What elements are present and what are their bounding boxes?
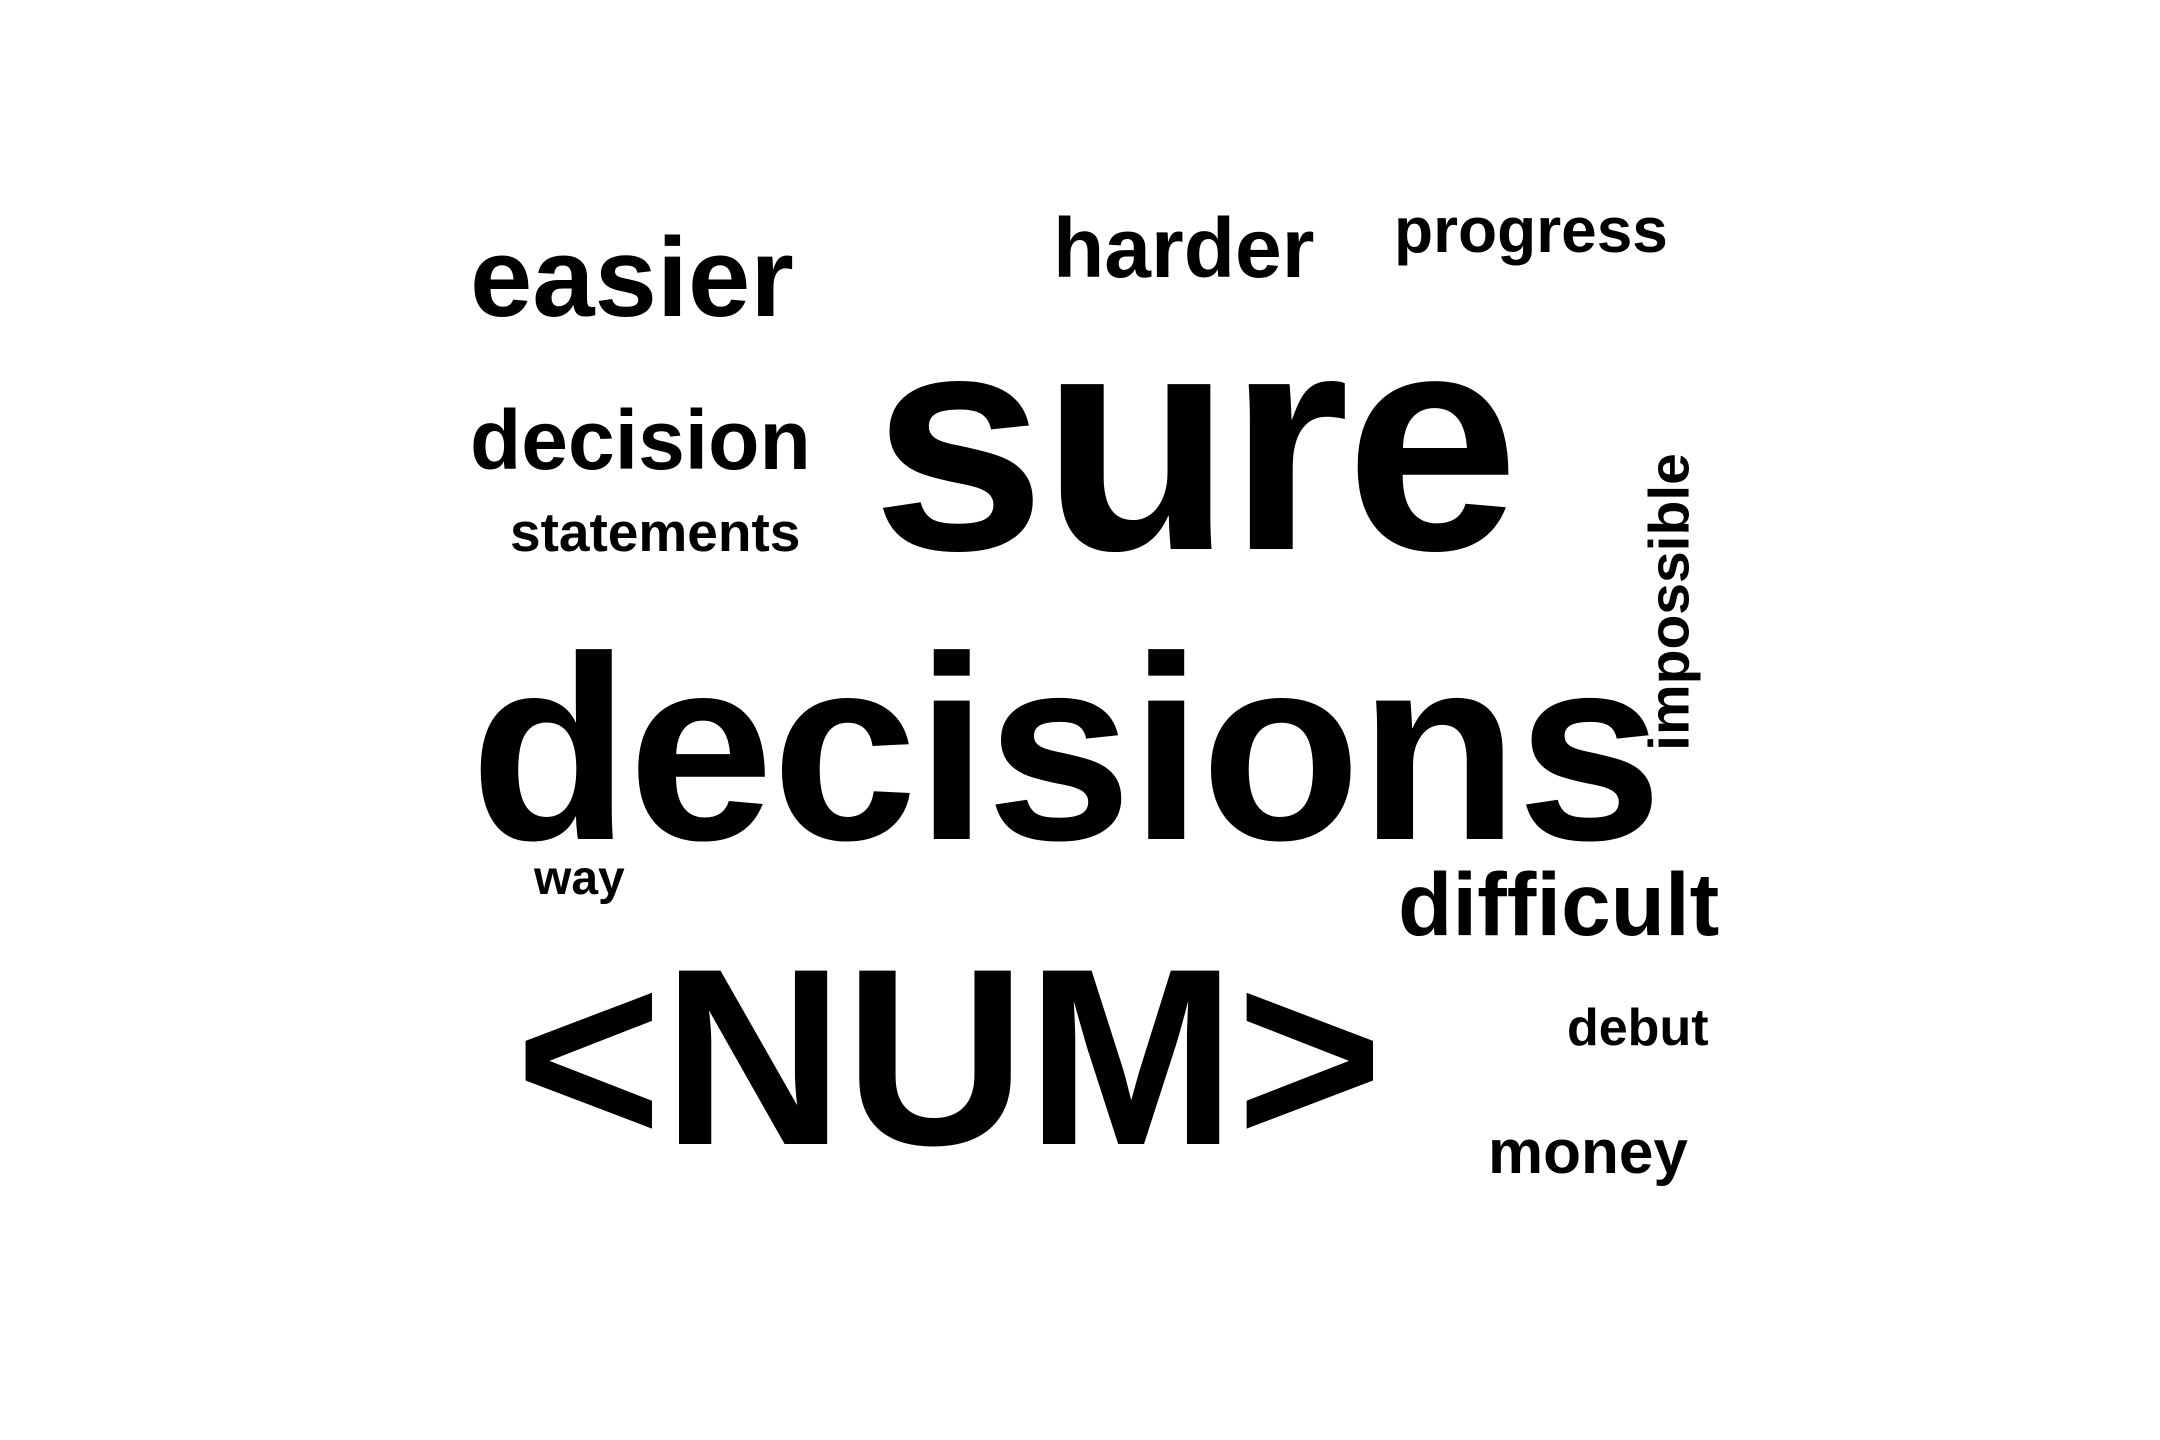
word-decision: decision [470,393,811,487]
word-difficult: difficult [1398,854,1720,954]
word-progress: progress [1394,194,1668,266]
word-num: <NUM> [515,917,1384,1198]
word-harder: harder [1053,201,1315,295]
word-easier: easier [470,215,794,340]
word-decisions: decisions [470,602,1663,895]
word-money: money [1488,1118,1688,1187]
word-debut: debut [1567,999,1709,1057]
word-way: way [534,852,625,905]
word-sure: sure [872,268,1519,616]
word-statements: statements [510,501,801,563]
